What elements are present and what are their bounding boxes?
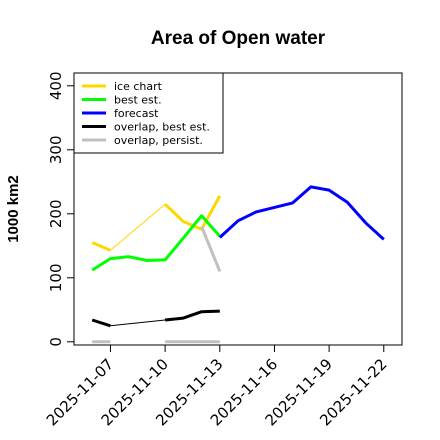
legend-entry: forecast: [114, 107, 159, 120]
series-line: [110, 319, 166, 327]
series-line: [91, 214, 221, 272]
series-overlap-best-est-: [91, 309, 220, 328]
y-axis: 0 100 200 300 400: [47, 71, 74, 347]
series-line: [110, 203, 166, 251]
series-line: [164, 309, 220, 322]
legend-entry: overlap, persist.: [114, 134, 203, 147]
legend-entry: overlap, best est.: [114, 121, 210, 134]
chart-title: Area of Open water: [151, 28, 326, 49]
series-best-est-: [91, 214, 221, 272]
series-line: [164, 195, 222, 231]
legend-entry: ice chart: [114, 80, 163, 93]
y-axis-label: 1000 km2: [5, 175, 22, 243]
plot-area: [91, 185, 385, 344]
series-forecast: [218, 185, 385, 241]
series-line: [200, 226, 222, 272]
y-tick-label: 300: [47, 135, 65, 164]
series-ice-chart: [91, 195, 222, 252]
series-line: [91, 241, 111, 252]
legend-entry: best est.: [114, 94, 162, 107]
x-axis: 2025-11-072025-11-102025-11-132025-11-16…: [43, 345, 391, 429]
y-tick-label: 0: [47, 337, 65, 347]
series-line: [218, 185, 385, 241]
series-line: [91, 318, 111, 328]
plot-frame: [73, 72, 403, 346]
y-tick-label: 100: [47, 263, 65, 292]
y-tick-label: 200: [47, 199, 65, 228]
y-tick-label: 400: [47, 71, 65, 100]
series-overlap-persist-: [92, 226, 222, 344]
